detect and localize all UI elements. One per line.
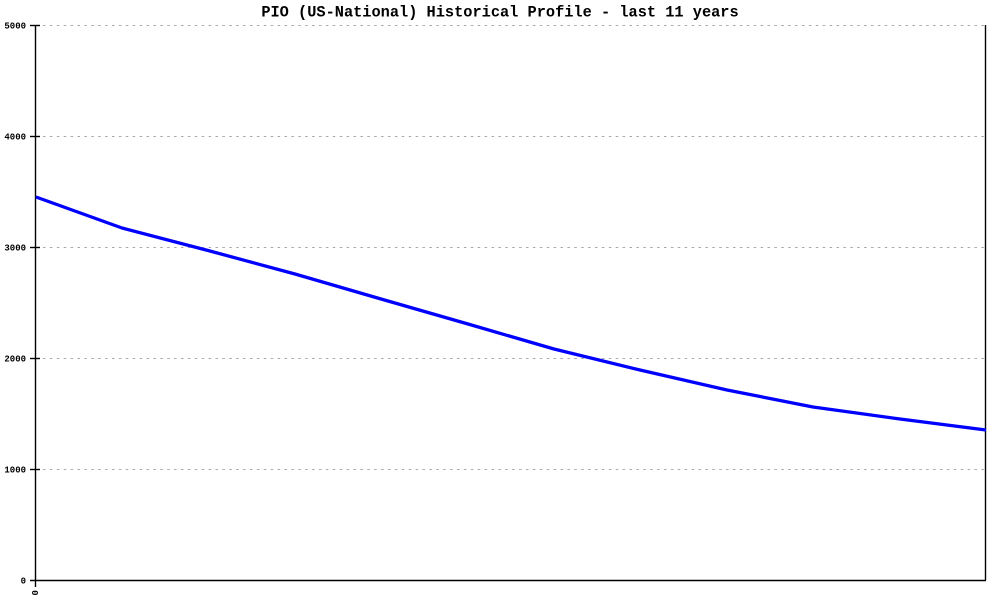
- svg-text:2000: 2000: [4, 354, 26, 364]
- svg-text:5000: 5000: [4, 21, 26, 31]
- svg-text:3000: 3000: [4, 243, 26, 253]
- svg-text:0: 0: [31, 590, 41, 595]
- svg-text:1000: 1000: [4, 465, 26, 475]
- svg-text:PIO (US-National) Historical P: PIO (US-National) Historical Profile - l…: [261, 4, 738, 22]
- svg-text:0: 0: [21, 576, 26, 586]
- svg-text:4000: 4000: [4, 132, 26, 142]
